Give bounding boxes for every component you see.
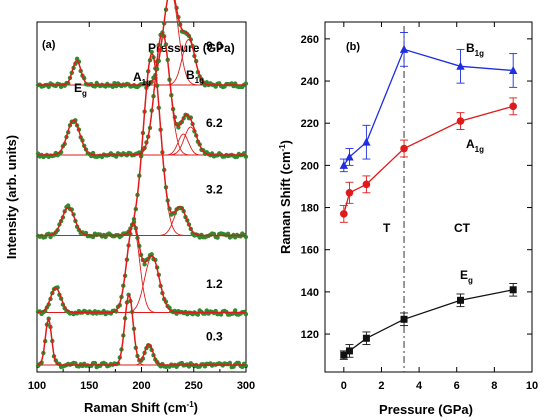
series-line <box>343 289 514 356</box>
legend-title: Pressure (GPa) <box>148 41 235 55</box>
series-label: Eg <box>460 268 473 285</box>
data-point <box>345 152 354 161</box>
data-point <box>345 188 354 197</box>
pressure-label: 6.2 <box>206 116 223 130</box>
pressure-label: 1.2 <box>206 277 223 291</box>
panel-a-peak-labels: Eg A1g B1g <box>74 68 204 98</box>
data-point <box>149 49 154 55</box>
data-point <box>73 118 78 123</box>
x-tick-label: 250 <box>185 380 203 392</box>
data-point <box>456 61 465 70</box>
peak-label: Eg <box>74 81 87 98</box>
panel-b-raman-shift-vs-pressure: (b) 0 2 4 6 8 10 120 140 160 180 200 220 240 260 B1g A… <box>278 21 538 417</box>
data-point <box>399 44 409 53</box>
x-tick-label: 200 <box>132 380 150 392</box>
y-tick-label: 200 <box>301 160 319 172</box>
y-tick-label: 240 <box>301 76 319 88</box>
x-tick-label: 8 <box>491 380 497 392</box>
data-point <box>508 65 518 74</box>
y-tick-label: 180 <box>301 203 319 215</box>
series-line <box>343 48 514 166</box>
data-point <box>456 296 464 304</box>
data-point <box>227 360 233 366</box>
panel-b-label: (b) <box>346 41 360 53</box>
pressure-label: 0.3 <box>206 330 223 344</box>
data-point <box>400 144 408 153</box>
data-point <box>233 308 238 313</box>
data-point <box>66 203 71 208</box>
data-point <box>142 262 147 267</box>
x-tick-label: 0 <box>341 380 347 392</box>
x-tick-label: 4 <box>416 380 423 392</box>
data-point <box>400 315 408 323</box>
series-B1g <box>339 32 518 173</box>
fit-component <box>37 207 246 236</box>
pressure-label: 3.2 <box>206 183 223 197</box>
series-label: A1g <box>466 137 484 154</box>
panel-b-labels: B1g A1g Eg T CT <box>383 41 484 285</box>
x-tick-label: 100 <box>28 380 46 392</box>
data-point <box>339 160 349 169</box>
total-fit <box>37 52 246 237</box>
x-tick-label: 150 <box>80 380 98 392</box>
y-tick-label: 120 <box>301 329 319 341</box>
data-point <box>509 102 517 111</box>
data-point <box>92 360 98 366</box>
spectrum-1.2: 1.2 <box>35 219 249 317</box>
data-point <box>456 117 465 125</box>
y-tick-label: 260 <box>301 34 319 46</box>
spectrum-9.0: 9.0 <box>35 0 249 90</box>
series-label: B1g <box>466 41 484 58</box>
series-line <box>343 105 514 215</box>
panel-a-x-ticks: 100 150 200 250 300 <box>28 22 255 392</box>
panel-b-ticks: 0 2 4 6 8 10 120 140 160 180 200 220 240 260 <box>301 22 538 392</box>
total-fit <box>36 293 246 366</box>
pressure-label: 9.0 <box>206 39 223 53</box>
x-tick-label: 2 <box>378 380 384 392</box>
data-point <box>340 210 348 218</box>
panel-b-frame <box>324 21 533 373</box>
x-tick-label: 6 <box>454 380 460 392</box>
data-point <box>362 180 371 189</box>
peak-label: B1g <box>186 68 204 85</box>
total-fit <box>36 221 246 314</box>
panel-a-label: (a) <box>42 39 56 51</box>
fit-component <box>37 207 246 236</box>
y-tick-label: 160 <box>301 245 319 257</box>
series-Eg <box>339 282 518 360</box>
panel-b-y-axis-title: Raman Shift (cm-1) <box>278 140 293 254</box>
y-tick-label: 140 <box>301 287 319 299</box>
phase-label: CT <box>454 221 471 235</box>
data-point <box>195 312 201 317</box>
data-point <box>340 351 348 359</box>
panel-a-x-axis-title: Raman Shift (cm-1) <box>84 400 198 415</box>
data-point <box>345 347 353 355</box>
x-tick-label: 300 <box>237 380 255 392</box>
panel-a-spectra: 9.0 6.2 3.2 1.2 0.3 <box>35 0 249 370</box>
total-fit <box>37 0 246 86</box>
data-point <box>509 286 517 294</box>
x-tick-label: 10 <box>526 380 538 392</box>
panel-a-raman-spectra: (a) Pressure (GPa) 9.0 6.2 3.2 1.2 0.3 Eg A1g… <box>4 0 255 415</box>
phase-label: T <box>383 221 391 235</box>
spectrum-0.3: 0.3 <box>35 292 249 370</box>
panel-b-x-axis-title: Pressure (GPa) <box>379 402 473 417</box>
series-A1g <box>339 97 518 223</box>
y-tick-label: 220 <box>301 118 319 130</box>
data-point <box>215 235 220 240</box>
data-point <box>362 334 370 342</box>
peak-label: A1g <box>133 70 151 87</box>
data-point <box>362 137 371 146</box>
panel-a-y-axis-title: Intensity (arb. units) <box>4 135 19 259</box>
spectrum-3.2: 3.2 <box>35 49 249 240</box>
panel-b-series <box>339 32 518 360</box>
